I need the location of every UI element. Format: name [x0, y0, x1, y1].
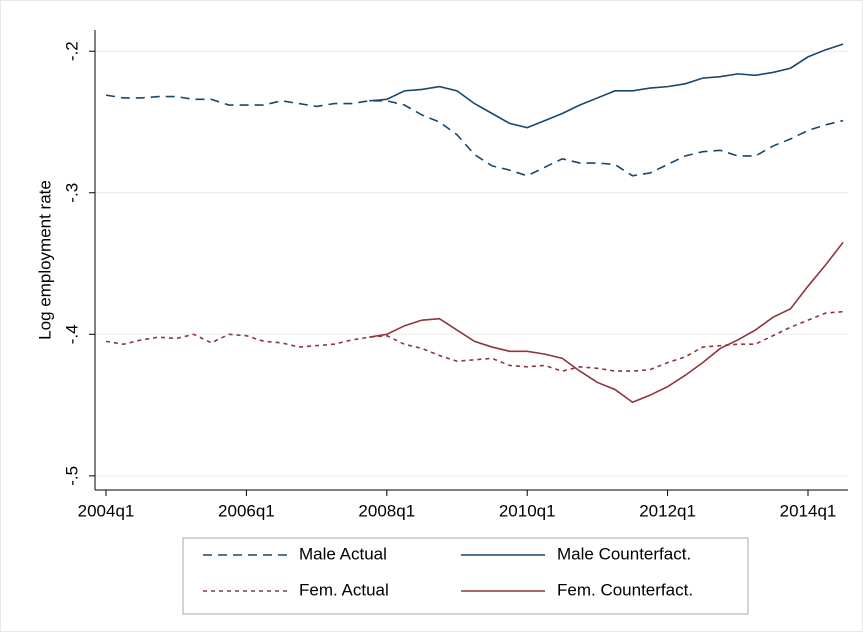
x-tick-label: 2004q1: [78, 501, 135, 520]
x-tick-label: 2006q1: [218, 501, 275, 520]
legend-label: Fem. Actual: [299, 580, 389, 599]
y-axis-label: Log employment rate: [35, 180, 54, 340]
y-tick-label: -.3: [62, 183, 81, 203]
line-series: [105, 310, 844, 372]
x-tick-label: 2014q1: [780, 501, 837, 520]
legend-label: Male Counterfact.: [557, 544, 691, 563]
y-tick-label: -.2: [62, 41, 81, 61]
x-tick-label: 2010q1: [499, 501, 556, 520]
legend-box: [182, 537, 749, 615]
line-series: [369, 241, 844, 404]
x-tick-label: 2012q1: [639, 501, 696, 520]
y-tick-label: -.5: [62, 466, 81, 486]
legend-label: Fem. Counterfact.: [557, 580, 693, 599]
y-tick-label: -.4: [62, 324, 81, 344]
line-series: [369, 43, 844, 129]
legend-label: Male Actual: [299, 544, 387, 563]
x-tick-label: 2008q1: [358, 501, 415, 520]
line-series: [105, 94, 844, 177]
